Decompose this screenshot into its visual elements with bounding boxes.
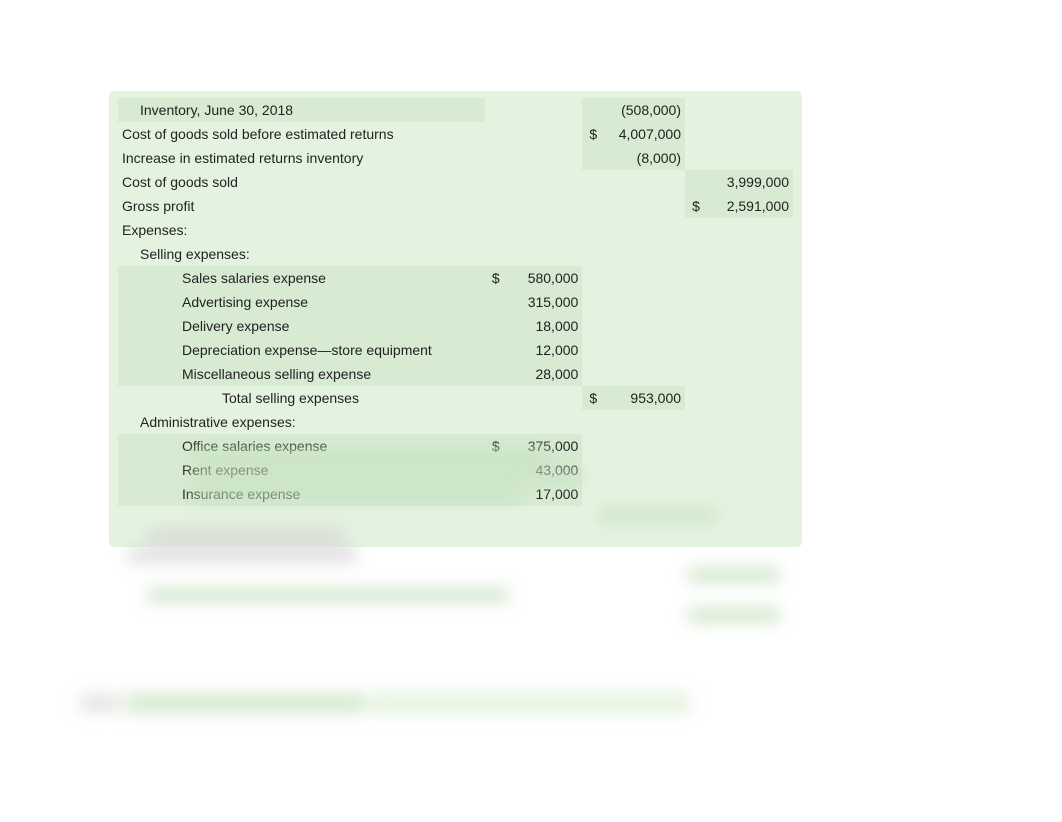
currency-symbol: $ — [485, 434, 504, 458]
row-amount: (508,000) — [601, 98, 685, 122]
row-amount: 28,000 — [504, 362, 583, 386]
row-label: Office salaries expense — [118, 434, 485, 458]
row-label: Delivery expense — [118, 314, 485, 338]
row-label: Miscellaneous selling expense — [118, 362, 485, 386]
row-label: Sales salaries expense — [118, 266, 485, 290]
row-amount: 12,000 — [504, 338, 583, 362]
table-row: Office salaries expense $ 375,000 — [118, 434, 793, 458]
table-row: Rent expense 43,000 — [118, 458, 793, 482]
table-row: Miscellaneous selling expense 28,000 — [118, 362, 793, 386]
row-amount: 3,999,000 — [704, 170, 793, 194]
income-statement-table: Inventory, June 30, 2018 (508,000) Cost … — [118, 98, 793, 506]
row-amount: 315,000 — [504, 290, 583, 314]
row-amount: 18,000 — [504, 314, 583, 338]
table-row: Cost of goods sold before estimated retu… — [118, 122, 793, 146]
row-amount: 17,000 — [504, 482, 583, 506]
row-amount: 2,591,000 — [704, 194, 793, 218]
row-amount: 375,000 — [504, 434, 583, 458]
row-label: Expenses: — [118, 218, 485, 242]
row-label: Inventory, June 30, 2018 — [118, 98, 485, 122]
row-label: Insurance expense — [118, 482, 485, 506]
table-row: Selling expenses: — [118, 242, 793, 266]
table-row: Inventory, June 30, 2018 (508,000) — [118, 98, 793, 122]
row-label: Total selling expenses — [118, 386, 485, 410]
table-row: Delivery expense 18,000 — [118, 314, 793, 338]
income-statement-sheet: Inventory, June 30, 2018 (508,000) Cost … — [110, 92, 801, 546]
table-row: Gross profit $ 2,591,000 — [118, 194, 793, 218]
row-amount: (8,000) — [601, 146, 685, 170]
row-label: Cost of goods sold — [118, 170, 485, 194]
row-amount: 43,000 — [504, 458, 583, 482]
row-label: Rent expense — [118, 458, 485, 482]
row-amount: 953,000 — [601, 386, 685, 410]
table-row: Expenses: — [118, 218, 793, 242]
row-label: Advertising expense — [118, 290, 485, 314]
table-row: Administrative expenses: — [118, 410, 793, 434]
table-row: Advertising expense 315,000 — [118, 290, 793, 314]
row-label: Depreciation expense—store equipment — [118, 338, 485, 362]
blurred-footer — [80, 690, 690, 716]
row-label: Cost of goods sold before estimated retu… — [118, 122, 485, 146]
row-amount: 4,007,000 — [601, 122, 685, 146]
row-label: Selling expenses: — [118, 242, 485, 266]
row-label: Gross profit — [118, 194, 485, 218]
table-row: Cost of goods sold 3,999,000 — [118, 170, 793, 194]
row-amount: 580,000 — [504, 266, 583, 290]
currency-symbol: $ — [685, 194, 704, 218]
currency-symbol: $ — [485, 266, 504, 290]
table-row: Sales salaries expense $ 580,000 — [118, 266, 793, 290]
table-row: Increase in estimated returns inventory … — [118, 146, 793, 170]
currency-symbol: $ — [582, 122, 601, 146]
table-row: Total selling expenses $ 953,000 — [118, 386, 793, 410]
currency-symbol: $ — [582, 386, 601, 410]
row-label: Administrative expenses: — [118, 410, 485, 434]
table-row: Insurance expense 17,000 — [118, 482, 793, 506]
table-row: Depreciation expense—store equipment 12,… — [118, 338, 793, 362]
row-label: Increase in estimated returns inventory — [118, 146, 485, 170]
